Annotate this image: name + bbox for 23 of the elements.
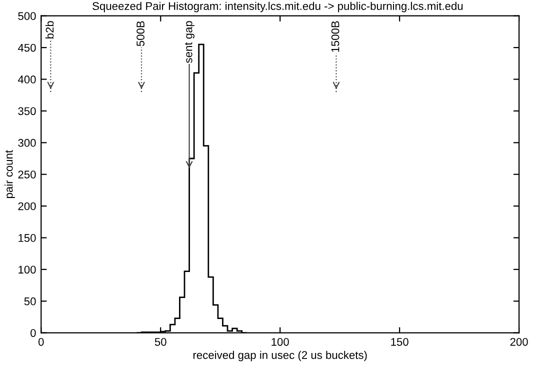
y-tick-label: 100 [18, 266, 36, 274]
y-tick-label: 150 [18, 234, 36, 242]
y-tick-label: 0 [30, 329, 36, 337]
x-tick-label: 200 [510, 338, 528, 346]
x-tick-label: 150 [391, 338, 408, 346]
ref-line-label: b2b [46, 21, 54, 38]
ref-line-label: 500B [136, 21, 144, 46]
ref-line-label: 1500B [331, 21, 340, 52]
y-tick-label: 200 [18, 202, 36, 210]
chart-title: Squeezed Pair Histogram: intensity.lcs.mit.edu -> public-burning.lcs.mit.edu [92, 2, 463, 12]
y-tick-label: 500 [18, 12, 36, 20]
y-tick-label: 400 [18, 76, 36, 84]
x-tick-label: 0 [38, 338, 44, 346]
annotation: sent gap [184, 21, 194, 63]
y-axis-title: pair count [4, 150, 15, 198]
x-tick-label: 100 [272, 338, 289, 346]
y-tick-label: 250 [18, 170, 36, 178]
x-axis-title: received gap in usec (2 us buckets) [193, 350, 367, 362]
x-tick-label: 50 [154, 338, 166, 346]
y-tick-label: 350 [18, 107, 36, 116]
y-tick-label: 450 [18, 44, 36, 52]
y-tick-label: 300 [18, 138, 36, 147]
y-tick-label: 50 [24, 297, 36, 306]
